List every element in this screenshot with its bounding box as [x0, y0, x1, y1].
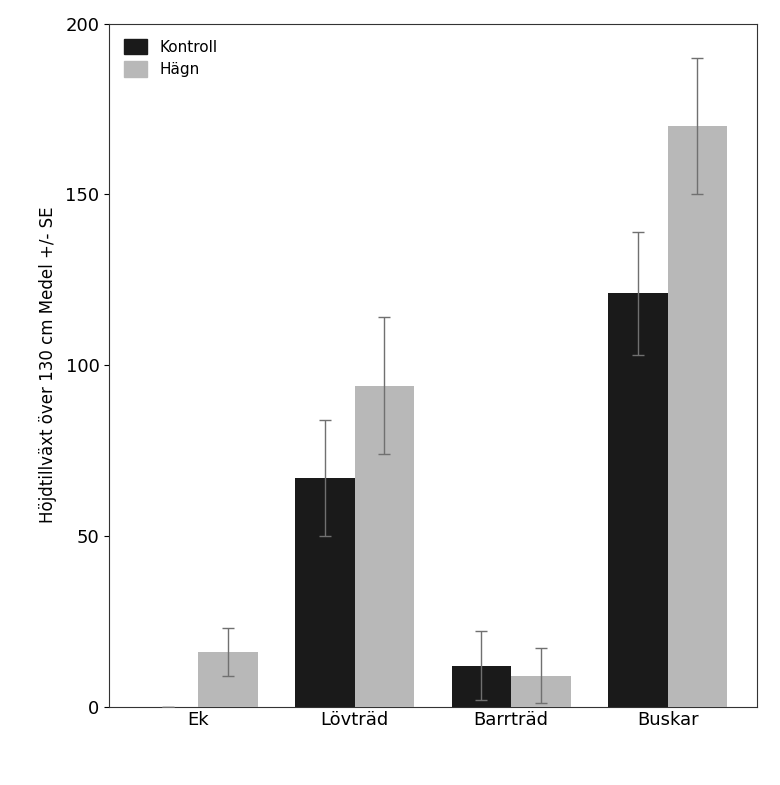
Bar — [608, 294, 668, 706]
Bar — [355, 385, 414, 706]
Legend: Kontroll, Hägn: Kontroll, Hägn — [117, 31, 225, 85]
Bar — [452, 666, 511, 706]
Bar — [295, 478, 355, 706]
Bar — [668, 126, 727, 706]
Bar — [198, 652, 257, 706]
Bar — [511, 676, 571, 706]
Y-axis label: Höjdtillväxt över 130 cm Medel +/- SE: Höjdtillväxt över 130 cm Medel +/- SE — [39, 206, 57, 524]
